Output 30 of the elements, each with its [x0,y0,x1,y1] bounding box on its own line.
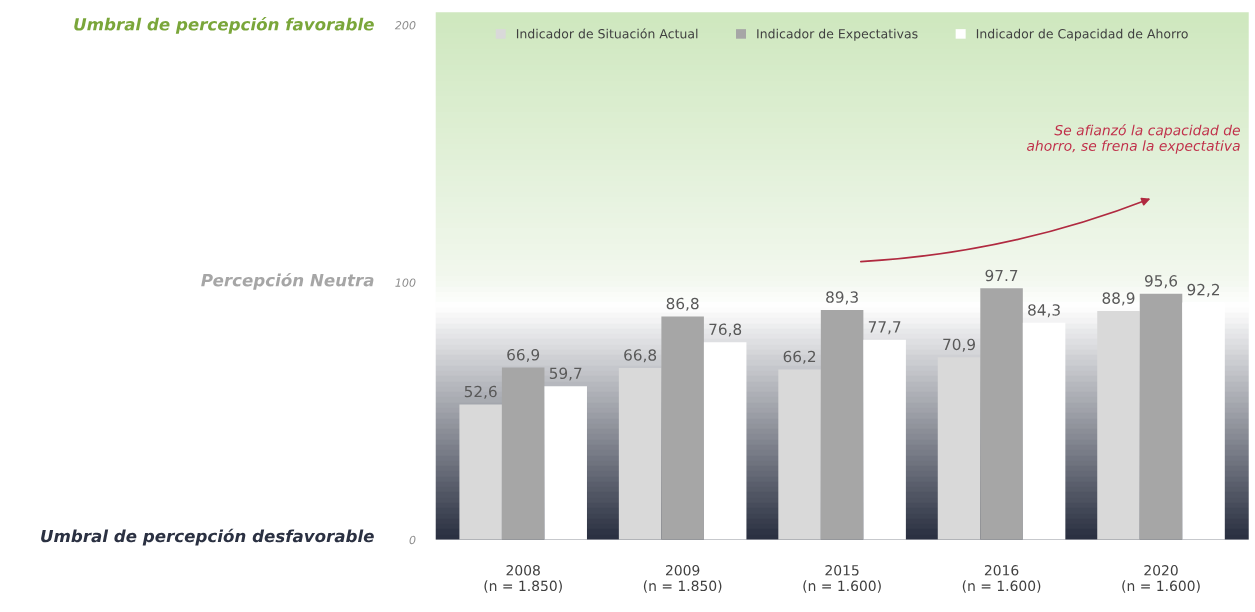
text: Percepción Neutra [201,272,374,290]
y-tick-label: 200 [394,21,416,30]
x-tick-label: 2016 (n = 1.600) [962,565,1041,593]
x-tick-label: 2009 (n = 1.850) [643,565,722,593]
legend-label: Indicador de Expectativas [757,28,918,41]
data-label: 77,7 [868,321,901,335]
data-label: 59,7 [549,367,582,381]
text: Umbral de percepción desfavorable [41,528,374,546]
annotation: Se afianzó la capacidad de ahorro, se frena la expectativa [1027,124,1240,154]
data-label: 88,9 [1102,292,1135,306]
text: Umbral de percepción favorable [74,17,374,34]
data-label: 84,3 [1028,304,1060,318]
data-label: 89,3 [826,291,858,305]
legend-label: Indicador de Situación Actual [516,28,698,39]
data-label: 86,8 [666,297,699,311]
data-label: 66,8 [624,349,657,363]
x-tick-label: 2020 (n = 1.600) [1122,565,1200,593]
data-label: 76,8 [709,323,742,337]
legend-label: Indicador de Capacidad de Ahorro [976,28,1188,41]
data-label: 97.7 [985,269,1018,282]
data-label: 66,2 [783,350,816,364]
data-label: 95,6 [1144,275,1178,289]
x-tick-label: 2015 (n = 1.600) [803,565,881,593]
data-label: 92,2 [1187,283,1220,297]
data-label: 66,9 [507,348,540,363]
y-tick-label: 100 [395,278,416,287]
y-tick-label: 0 [409,535,416,545]
data-label: 52,6 [464,385,497,399]
data-label: 70,9 [943,338,975,352]
x-tick-label: 2008 (n = 1.850) [484,565,562,593]
